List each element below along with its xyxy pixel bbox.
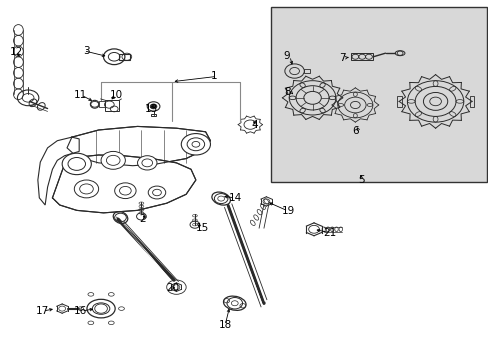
Text: 9: 9 [283,51,289,61]
Bar [351,53,372,60]
Text: 17: 17 [36,306,49,316]
Circle shape [148,186,165,199]
Text: 2: 2 [139,214,146,224]
Text: 1: 1 [210,71,217,81]
Bar [119,54,129,60]
Text: 11: 11 [74,90,87,100]
Polygon shape [38,137,79,205]
Text: 4: 4 [251,120,258,130]
Text: 16: 16 [74,306,87,316]
Text: 12: 12 [10,48,23,58]
Text: 15: 15 [196,223,209,233]
Text: 3: 3 [83,46,90,56]
Text: 6: 6 [352,126,358,136]
Circle shape [101,152,125,169]
Bar [105,100,119,111]
Ellipse shape [223,296,245,310]
Text: 18: 18 [218,320,231,330]
Circle shape [150,104,157,109]
Text: 8: 8 [284,87,290,97]
Text: 10: 10 [110,90,122,100]
Bar [271,7,486,182]
Circle shape [181,134,210,155]
Text: 19: 19 [282,206,295,216]
Bar [303,68,309,73]
Circle shape [74,180,99,198]
Bar [150,113,156,116]
Ellipse shape [211,192,230,205]
Text: 7: 7 [338,53,345,63]
Polygon shape [52,155,196,213]
Bar [468,96,473,107]
Bar [99,102,106,107]
Circle shape [137,156,157,170]
Text: 20: 20 [166,283,180,293]
Text: 13: 13 [144,104,158,114]
Text: 5: 5 [357,175,364,185]
Circle shape [115,183,136,199]
Bar [396,96,401,107]
Circle shape [62,153,91,175]
Polygon shape [67,126,210,166]
Text: 14: 14 [228,193,242,203]
Text: 21: 21 [323,228,336,238]
